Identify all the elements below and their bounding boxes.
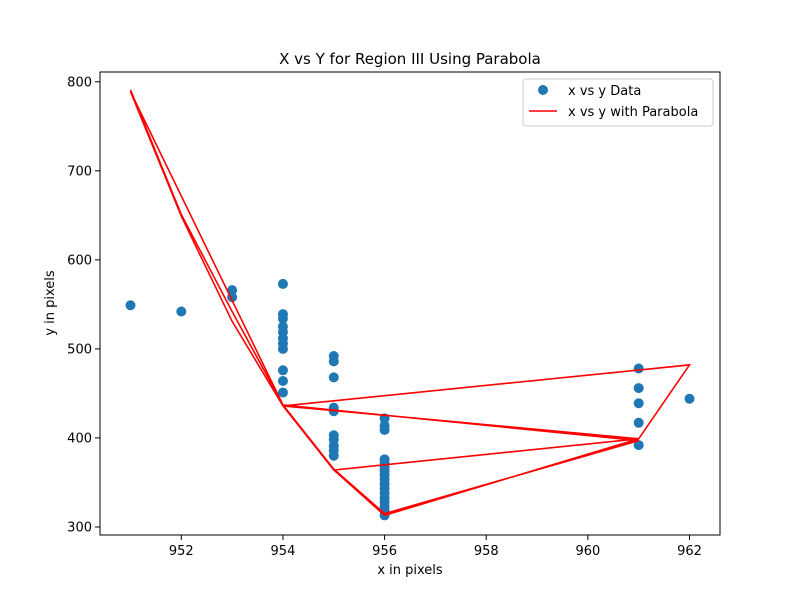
data-point [277, 278, 288, 289]
data-point [379, 424, 390, 435]
plot-area [125, 89, 695, 521]
data-point [328, 356, 339, 367]
x-tick-label: 962 [677, 544, 702, 559]
parabola-line [129, 89, 692, 517]
data-point [633, 417, 644, 428]
x-tick-label: 960 [575, 544, 600, 559]
x-tick-label: 952 [169, 544, 194, 559]
y-tick-label: 800 [67, 75, 92, 90]
x-axis-label: x in pixels [377, 563, 443, 578]
data-point [176, 306, 187, 317]
data-point [633, 363, 644, 374]
chart-title: X vs Y for Region III Using Parabola [279, 50, 541, 68]
x-tick-label: 954 [271, 544, 296, 559]
y-tick-label: 500 [67, 342, 92, 357]
data-point [277, 343, 288, 354]
y-tick-label: 400 [67, 431, 92, 446]
legend: x vs y Data x vs y with Parabola [522, 78, 714, 127]
data-point [633, 398, 644, 409]
y-tick-label: 700 [67, 164, 92, 179]
data-point [227, 285, 238, 296]
data-point [633, 383, 644, 394]
x-tick-label: 958 [474, 544, 499, 559]
data-point [328, 450, 339, 461]
legend-label-line: x vs y with Parabola [568, 105, 698, 120]
data-point [277, 387, 288, 398]
y-tick-label: 300 [67, 520, 92, 535]
plot-frame [99, 71, 721, 536]
data-point [277, 313, 288, 324]
x-axis: 952 954 956 958 960 962 [169, 535, 702, 559]
data-point [684, 393, 695, 404]
y-axis: 300 400 500 600 700 800 [67, 75, 100, 535]
legend-box [522, 78, 714, 127]
x-tick-label: 956 [372, 544, 397, 559]
y-tick-label: 600 [67, 253, 92, 268]
legend-marker-scatter [538, 85, 548, 95]
y-axis-label: y in pixels [43, 270, 58, 336]
data-point [125, 300, 136, 311]
data-point [633, 440, 644, 451]
data-point [277, 365, 288, 376]
data-point [277, 375, 288, 386]
legend-label-scatter: x vs y Data [568, 84, 641, 99]
data-point [328, 372, 339, 383]
